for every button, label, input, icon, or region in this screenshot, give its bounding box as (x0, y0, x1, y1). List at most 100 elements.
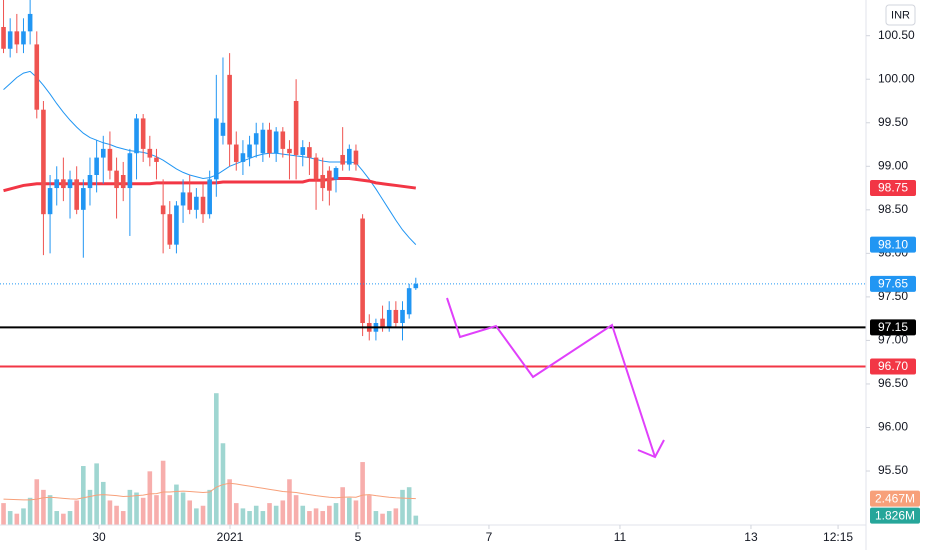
volume-bar (300, 505, 306, 525)
volume-bar (180, 492, 186, 525)
price-tag (870, 180, 916, 197)
candle-body (253, 133, 259, 145)
candle-body (386, 309, 392, 328)
candle-body (260, 129, 266, 154)
x-tick-label: 7 (486, 530, 493, 544)
volume-bar (247, 511, 252, 525)
candle-body (393, 309, 399, 324)
candle-body (280, 131, 286, 149)
volume-bar (280, 500, 286, 525)
candle-body (1, 26, 6, 49)
volume-bar (267, 503, 272, 525)
candle-body (167, 214, 173, 245)
volume-bar (167, 495, 173, 525)
candle-body (220, 122, 226, 136)
candle-body (67, 179, 73, 189)
x-tick-label: 12:15 (823, 530, 853, 544)
candle-body (74, 179, 79, 210)
volume-bar (240, 508, 246, 525)
volume-bar (373, 511, 379, 525)
volume-bar (7, 511, 13, 525)
candle-body (227, 74, 232, 145)
x-tick-label: 30 (92, 530, 106, 544)
x-tick-label: 11 (614, 530, 627, 544)
candle-body (327, 170, 332, 191)
volume-bar (61, 513, 66, 525)
volume-bar (140, 497, 146, 525)
candle-body (400, 309, 405, 324)
candle-body (200, 196, 206, 215)
volume-bar (393, 508, 399, 525)
volume-tag (870, 507, 920, 524)
candle-body (207, 179, 212, 215)
volume-bar (174, 484, 179, 525)
currency: INR (891, 9, 910, 21)
price-tag-label: 98.75 (878, 181, 908, 195)
candle-body (240, 153, 246, 162)
candle-body (54, 179, 60, 189)
volume-bar (273, 505, 279, 525)
volume-bar (187, 500, 193, 525)
candle-body (114, 170, 119, 189)
volume-bar (54, 511, 60, 525)
candle-body (273, 131, 279, 154)
candle-body (340, 154, 345, 165)
candle-body (194, 196, 199, 210)
volume-bar (14, 513, 20, 525)
volume-bar (253, 505, 259, 525)
volume-bar (127, 489, 133, 525)
candle-body (14, 31, 20, 45)
volume-bar (347, 497, 352, 525)
y-tick-label: 97.50 (878, 289, 908, 303)
candle-body (147, 148, 153, 158)
candle-body (287, 148, 292, 154)
currency-box[interactable] (885, 4, 916, 26)
y-tick-label: 100.00 (878, 71, 915, 85)
candle-body (413, 283, 419, 289)
y-tick-label: 98.50 (878, 202, 908, 216)
price-tag-label: 97.65 (878, 277, 908, 291)
y-tick-label: 100.50 (878, 28, 915, 42)
volume-bar (114, 505, 119, 525)
candle-body (307, 147, 312, 158)
volume-pane (1, 393, 419, 525)
volume-bar (313, 508, 319, 525)
volume-bar (94, 463, 99, 525)
volume-bar (87, 489, 93, 525)
volume-bar (194, 508, 199, 525)
volume-bar (340, 487, 345, 525)
volume-tag-label: 1.826M (875, 508, 915, 522)
candle-body (347, 148, 352, 165)
candle-body (267, 129, 272, 154)
x-tick-label: 5 (355, 530, 362, 544)
trend-drawing (446, 297, 656, 458)
volume-bar (406, 487, 412, 525)
volume-bar (200, 505, 206, 525)
volume-bar (147, 471, 153, 525)
candle-body (7, 31, 13, 49)
y-tick-label: 97.00 (878, 333, 908, 347)
candle-body (293, 100, 299, 155)
price-pane (0, 0, 866, 368)
candle-body (180, 192, 186, 206)
candle-body (380, 318, 385, 328)
candle-body (406, 288, 412, 315)
candle-body (41, 109, 46, 215)
volume-bar (307, 511, 312, 525)
candle-body (34, 44, 40, 110)
candle-body (187, 192, 193, 210)
volume-bar (327, 505, 332, 525)
price-tag (870, 236, 916, 253)
candle-body (360, 218, 365, 324)
price-tag (870, 358, 916, 375)
candle-body (313, 157, 319, 180)
y-tick-label: 95.50 (878, 463, 908, 477)
volume-bar (333, 503, 339, 525)
candle-body (320, 175, 326, 189)
candle-body (353, 150, 359, 165)
candle-body (160, 205, 166, 215)
volume-bar (1, 503, 6, 525)
